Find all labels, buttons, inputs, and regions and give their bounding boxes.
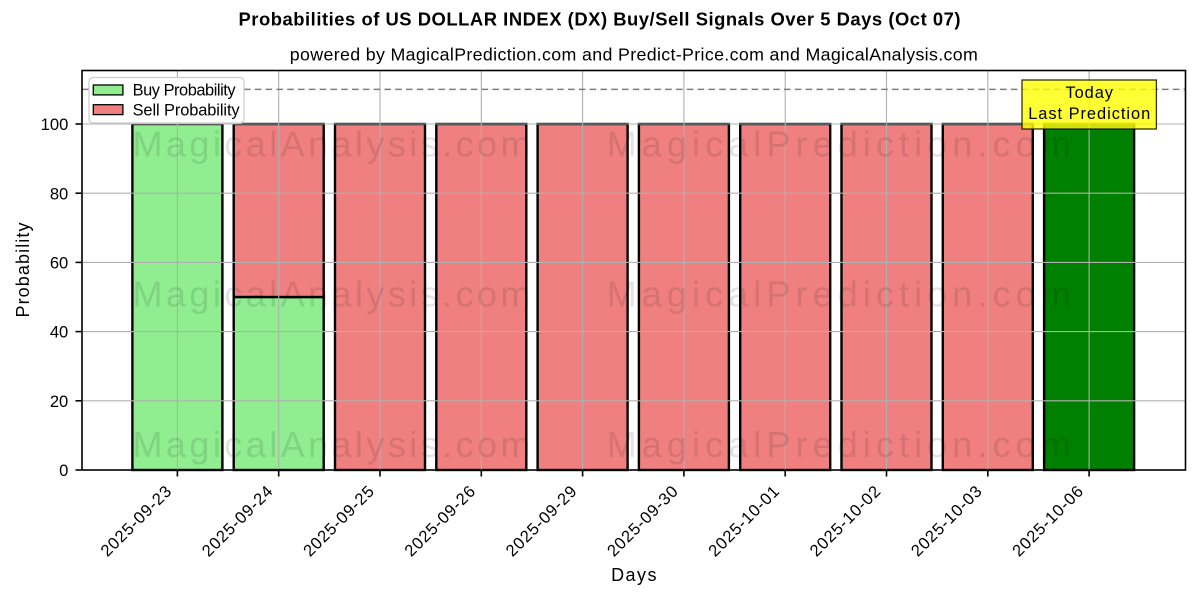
svg-text:2025-09-30: 2025-09-30: [603, 482, 681, 560]
svg-text:40: 40: [50, 323, 68, 342]
svg-text:100: 100: [41, 115, 69, 134]
svg-text:60: 60: [50, 253, 68, 272]
svg-text:MagicalPrediction.com: MagicalPrediction.com: [607, 124, 1071, 165]
svg-text:2025-10-06: 2025-10-06: [1008, 482, 1086, 560]
svg-text:2025-09-25: 2025-09-25: [299, 482, 377, 560]
svg-text:80: 80: [50, 184, 68, 203]
svg-text:Last Prediction: Last Prediction: [1028, 105, 1150, 123]
svg-text:Probability: Probability: [13, 223, 33, 318]
svg-text:MagicalPrediction.com: MagicalPrediction.com: [607, 424, 1071, 465]
svg-text:MagicalAnalysis.com: MagicalAnalysis.com: [133, 124, 531, 165]
svg-text:Days: Days: [611, 565, 656, 585]
svg-text:2025-09-29: 2025-09-29: [502, 482, 580, 560]
svg-text:20: 20: [50, 392, 68, 411]
svg-text:Buy Probability: Buy Probability: [133, 82, 237, 100]
svg-text:powered by MagicalPrediction.c: powered by MagicalPrediction.com and Pre…: [290, 45, 978, 65]
svg-text:0: 0: [59, 461, 68, 480]
svg-text:2025-09-24: 2025-09-24: [198, 482, 276, 560]
svg-text:Today: Today: [1065, 84, 1113, 102]
svg-text:2025-09-26: 2025-09-26: [401, 482, 479, 560]
svg-text:Probabilities of US DOLLAR IND: Probabilities of US DOLLAR INDEX (DX) Bu…: [239, 8, 961, 29]
svg-text:Sell Probability: Sell Probability: [133, 102, 241, 120]
svg-text:MagicalAnalysis.com: MagicalAnalysis.com: [133, 274, 531, 315]
svg-text:2025-10-01: 2025-10-01: [705, 482, 783, 560]
svg-text:2025-09-23: 2025-09-23: [97, 482, 175, 560]
svg-text:2025-10-03: 2025-10-03: [907, 482, 985, 560]
svg-text:MagicalPrediction.com: MagicalPrediction.com: [607, 274, 1071, 315]
svg-text:MagicalAnalysis.com: MagicalAnalysis.com: [133, 424, 531, 465]
svg-text:2025-10-02: 2025-10-02: [806, 482, 884, 560]
